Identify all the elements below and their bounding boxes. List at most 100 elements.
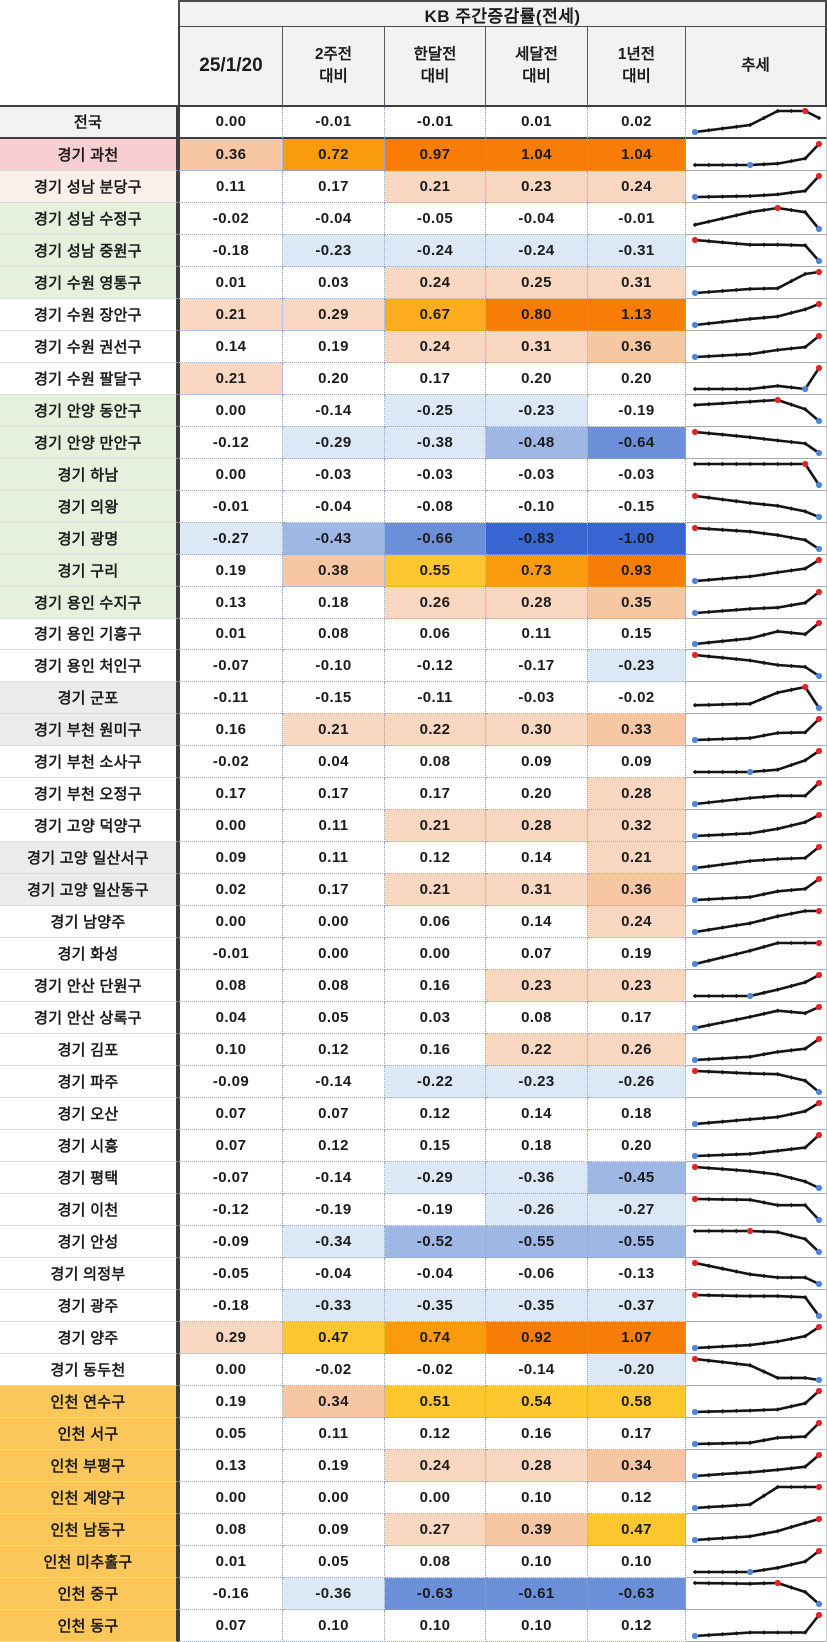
region-label-cell[interactable]: 경기 안산 상록구 <box>0 1002 178 1035</box>
trend-cell[interactable] <box>686 1449 827 1482</box>
region-label-cell[interactable]: 인천 부평구 <box>0 1449 178 1482</box>
value-cell[interactable]: 0.00 <box>178 1481 283 1514</box>
value-cell[interactable]: -0.35 <box>486 1289 588 1322</box>
value-cell[interactable]: 0.11 <box>283 810 385 843</box>
value-cell[interactable]: -0.04 <box>283 490 385 523</box>
value-cell[interactable]: 0.20 <box>588 362 686 395</box>
trend-cell[interactable] <box>686 1289 827 1322</box>
value-cell[interactable]: -0.24 <box>486 234 588 267</box>
value-cell[interactable]: 1.13 <box>588 298 686 331</box>
trend-cell[interactable] <box>686 650 827 683</box>
value-cell[interactable]: 0.17 <box>385 778 486 811</box>
region-label-cell[interactable]: 경기 수원 권선구 <box>0 330 178 363</box>
value-cell[interactable]: -0.11 <box>178 682 283 715</box>
value-cell[interactable]: 0.21 <box>588 842 686 875</box>
value-cell[interactable]: -0.19 <box>385 1193 486 1226</box>
value-cell[interactable]: -0.19 <box>588 394 686 427</box>
trend-cell[interactable] <box>686 234 827 267</box>
value-cell[interactable]: 0.17 <box>283 170 385 203</box>
value-cell[interactable]: 0.05 <box>283 1545 385 1578</box>
region-label-cell[interactable]: 인천 서구 <box>0 1417 178 1450</box>
region-label-cell[interactable]: 경기 고양 일산서구 <box>0 842 178 875</box>
value-cell[interactable]: -0.23 <box>283 234 385 267</box>
trend-cell[interactable] <box>686 1257 827 1290</box>
value-cell[interactable]: 0.17 <box>283 778 385 811</box>
value-cell[interactable]: 0.00 <box>385 938 486 971</box>
value-cell[interactable]: 0.10 <box>486 1481 588 1514</box>
value-cell[interactable]: 0.00 <box>178 906 283 939</box>
value-cell[interactable]: 0.26 <box>385 586 486 619</box>
trend-cell[interactable] <box>686 778 827 811</box>
trend-cell[interactable] <box>686 107 827 139</box>
value-cell[interactable]: 0.31 <box>486 874 588 907</box>
value-cell[interactable]: 0.16 <box>486 1417 588 1450</box>
value-cell[interactable]: 0.36 <box>588 874 686 907</box>
region-label-cell[interactable]: 인천 중구 <box>0 1577 178 1610</box>
value-cell[interactable]: 0.09 <box>486 746 588 779</box>
value-cell[interactable]: 0.03 <box>283 266 385 299</box>
value-cell[interactable]: 0.17 <box>385 362 486 395</box>
value-cell[interactable]: 0.17 <box>588 1417 686 1450</box>
trend-cell[interactable] <box>686 266 827 299</box>
value-cell[interactable]: 0.14 <box>486 1098 588 1130</box>
trend-cell[interactable] <box>686 1545 827 1578</box>
region-label-cell[interactable]: 경기 구리 <box>0 554 178 587</box>
trend-cell[interactable] <box>686 522 827 555</box>
value-cell[interactable]: 0.13 <box>178 586 283 619</box>
value-cell[interactable]: -0.38 <box>385 426 486 459</box>
region-label-cell[interactable]: 경기 부천 원미구 <box>0 714 178 747</box>
value-cell[interactable]: 0.08 <box>283 970 385 1003</box>
value-cell[interactable]: -0.03 <box>385 458 486 491</box>
value-cell[interactable]: 0.13 <box>178 1449 283 1482</box>
region-label-cell[interactable]: 경기 수원 장안구 <box>0 298 178 331</box>
trend-cell[interactable] <box>686 1034 827 1067</box>
region-label-cell[interactable]: 경기 성남 분당구 <box>0 170 178 203</box>
value-cell[interactable]: 0.20 <box>283 362 385 395</box>
value-cell[interactable]: 0.09 <box>588 746 686 779</box>
value-cell[interactable]: -0.24 <box>385 234 486 267</box>
value-cell[interactable]: -0.15 <box>588 490 686 523</box>
value-cell[interactable]: 0.08 <box>178 1513 283 1546</box>
value-cell[interactable]: 0.00 <box>178 107 283 139</box>
region-label-cell[interactable]: 경기 용인 수지구 <box>0 586 178 619</box>
trend-cell[interactable] <box>686 1353 827 1386</box>
value-cell[interactable]: -0.02 <box>385 1353 486 1386</box>
value-cell[interactable]: -0.29 <box>385 1161 486 1194</box>
trend-cell[interactable] <box>686 1002 827 1035</box>
value-cell[interactable]: 0.36 <box>588 330 686 363</box>
value-cell[interactable]: 0.00 <box>178 1353 283 1386</box>
value-cell[interactable]: 0.27 <box>385 1513 486 1546</box>
value-cell[interactable]: 0.06 <box>385 906 486 939</box>
value-cell[interactable]: -0.03 <box>283 458 385 491</box>
value-cell[interactable]: 0.15 <box>588 618 686 651</box>
value-cell[interactable]: -0.08 <box>385 490 486 523</box>
value-cell[interactable]: -0.36 <box>283 1577 385 1610</box>
value-cell[interactable]: -0.10 <box>283 650 385 683</box>
value-cell[interactable]: 0.01 <box>178 1545 283 1578</box>
value-cell[interactable]: -0.13 <box>588 1257 686 1290</box>
value-cell[interactable]: 0.54 <box>486 1385 588 1418</box>
value-cell[interactable]: 0.19 <box>283 330 385 363</box>
value-cell[interactable]: -0.25 <box>385 394 486 427</box>
value-cell[interactable]: 0.10 <box>385 1609 486 1642</box>
value-cell[interactable]: 0.20 <box>486 778 588 811</box>
column-header-3[interactable]: 세달전 대비 <box>486 27 588 107</box>
value-cell[interactable]: -0.26 <box>486 1193 588 1226</box>
value-cell[interactable]: -0.03 <box>486 458 588 491</box>
value-cell[interactable]: 0.19 <box>178 554 283 587</box>
region-label-cell[interactable]: 경기 하남 <box>0 458 178 491</box>
value-cell[interactable]: -0.34 <box>283 1225 385 1258</box>
value-cell[interactable]: 0.33 <box>588 714 686 747</box>
value-cell[interactable]: -0.01 <box>588 202 686 235</box>
value-cell[interactable]: -0.52 <box>385 1225 486 1258</box>
value-cell[interactable]: 0.02 <box>178 874 283 907</box>
trend-cell[interactable] <box>686 1321 827 1354</box>
value-cell[interactable]: 0.00 <box>283 1481 385 1514</box>
value-cell[interactable]: -0.55 <box>486 1225 588 1258</box>
value-cell[interactable]: 0.21 <box>283 714 385 747</box>
value-cell[interactable]: 0.12 <box>385 1098 486 1130</box>
value-cell[interactable]: 0.17 <box>178 778 283 811</box>
value-cell[interactable]: 0.12 <box>385 842 486 875</box>
value-cell[interactable]: -0.06 <box>486 1257 588 1290</box>
value-cell[interactable]: 0.01 <box>178 618 283 651</box>
